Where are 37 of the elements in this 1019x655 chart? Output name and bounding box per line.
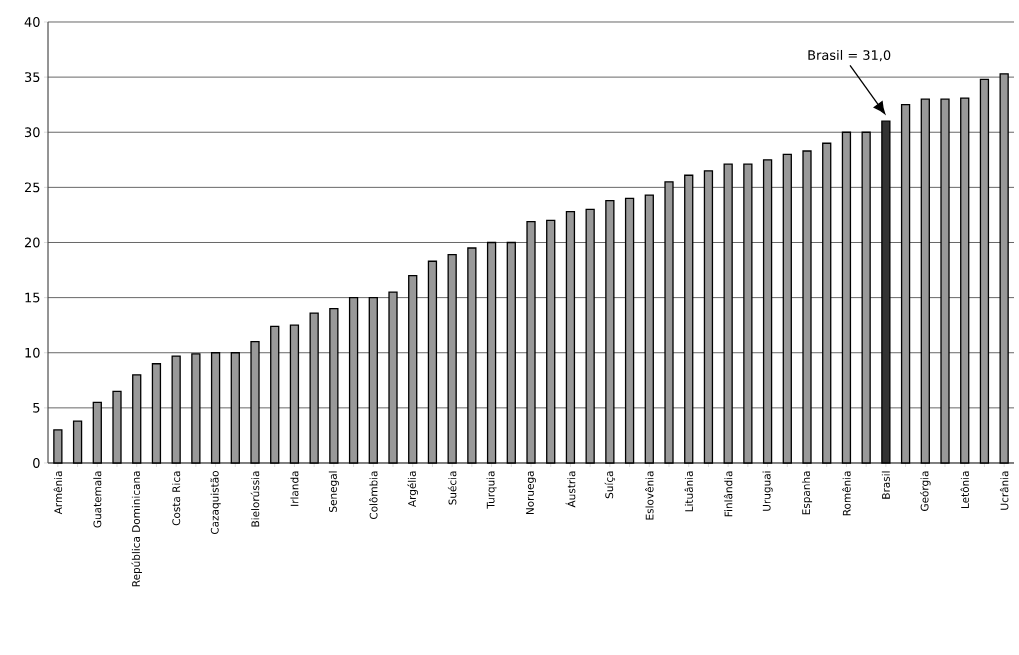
annotation: Brasil = 31,0	[808, 49, 891, 62]
x-tick-label: Finlândia	[723, 471, 733, 517]
x-tick-label: Costa Rica	[172, 471, 181, 526]
x-tick-label: Geórgia	[920, 471, 931, 511]
bar	[72, 420, 83, 464]
y-tick-label: 10	[25, 347, 40, 358]
y-tick-label: 0	[33, 458, 40, 468]
x-tick-label: Guatemala	[93, 471, 102, 528]
y-tick-label: 40	[24, 17, 40, 27]
x-tick-label: Letônia	[960, 471, 969, 508]
x-tick-label: Brasil	[881, 471, 890, 499]
x-tick-label: Uruguai	[762, 471, 773, 511]
x-tick-label: Lituânia	[684, 471, 693, 512]
x-tick-label: Cazaquistão	[210, 471, 221, 535]
x-tick-label: Romênia	[842, 471, 851, 516]
x-tick-label: Ucrânia	[999, 471, 1009, 510]
bar	[53, 429, 63, 464]
x-tick-label: Suécia	[447, 471, 457, 505]
x-tick-label: Áustria	[565, 471, 576, 508]
x-tick-label: Turquia	[486, 471, 497, 509]
x-tick-label: Senegal	[328, 471, 339, 512]
x-tick-label: Argélia	[407, 471, 418, 507]
y-tick-label: 20	[24, 237, 40, 248]
x-tick-label: Bielorússia	[250, 471, 260, 527]
x-tick-label: Irlanda	[290, 471, 299, 506]
y-tick-label: 25	[24, 182, 40, 193]
x-tick-label: República Dominicana	[131, 471, 142, 587]
y-tick-label: 30	[24, 127, 40, 138]
y-tick-label: 5	[33, 403, 40, 413]
x-tick-label: Espanha	[801, 471, 813, 515]
x-tick-label: Noruega	[526, 471, 536, 515]
y-tick-label: 15	[25, 292, 40, 303]
y-tick-label: 35	[24, 72, 40, 83]
x-tick-label: Suíça	[604, 471, 616, 499]
x-tick-label: Colômbia	[369, 471, 378, 520]
x-tick-label: Eslovênia	[645, 471, 654, 520]
x-tick-label: Armênia	[53, 471, 63, 515]
